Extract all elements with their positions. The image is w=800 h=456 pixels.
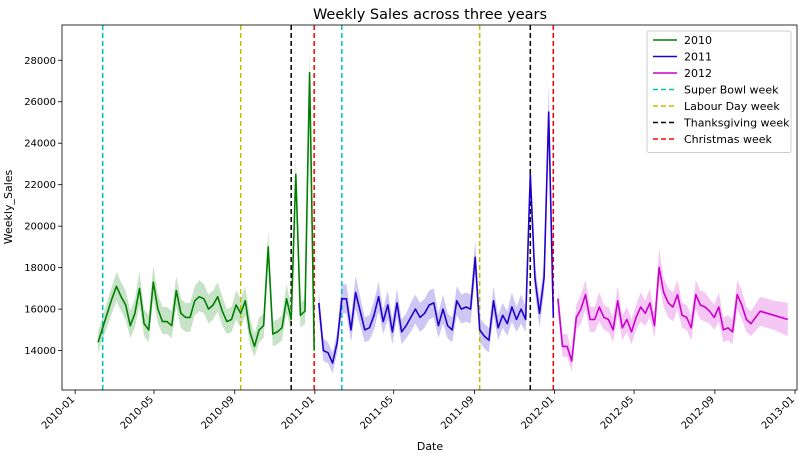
legend-label: 2012 [684,67,712,80]
y-axis-label: Weekly_Sales [2,169,15,244]
x-tick-label: 2010-05 [119,394,156,431]
x-axis-ticks: 2010-01 2010-05 2010-09 2011-01 2011-05 2011-… [40,390,797,432]
x-tick-label: 2011-09 [439,394,476,431]
line-2012 [557,266,789,362]
axes-border [61,24,798,391]
x-tick-label: 2012-05 [599,394,636,431]
line-2010 [97,71,315,351]
band-2012 [557,249,788,372]
x-tick-label: 2010-09 [200,394,237,431]
legend: 2010 2011 2012 Super Bowl week Labour Day we… [646,30,792,153]
y-tick-label: 26000 [24,97,56,108]
y-tick-label: 22000 [24,180,56,191]
legend-label: Christmas week [684,133,772,146]
x-tick-label: 2012-01 [519,394,556,431]
x-tick-label: 2013-01 [760,394,797,431]
axes-frame [61,24,798,391]
x-tick-label: 2012-09 [680,394,717,431]
line-2011 [318,111,555,364]
x-tick-label: 2011-05 [358,394,395,431]
y-tick-label: 28000 [24,56,56,67]
chart-title: Weekly Sales across three years [313,7,547,23]
x-axis-label: Date [417,440,444,453]
y-tick-label: 18000 [24,263,56,274]
y-tick-label: 24000 [24,139,56,150]
x-tick-label: 2010-01 [40,394,77,431]
legend-label: Super Bowl week [684,84,779,97]
legend-label: 2011 [684,51,712,64]
band-2010 [98,52,315,361]
series-lines [97,71,789,364]
legend-label: Thanksgiving week [683,117,790,130]
legend-label: 2010 [684,34,712,47]
x-tick-label: 2011-01 [280,394,317,431]
y-tick-label: 14000 [24,346,56,357]
legend-label: Labour Day week [684,100,780,113]
y-tick-label: 20000 [24,222,56,233]
y-axis-ticks: 14000 16000 18000 20000 22000 24000 26000 28000 [24,56,62,357]
y-tick-label: 16000 [24,305,56,316]
legend-box [646,30,792,153]
